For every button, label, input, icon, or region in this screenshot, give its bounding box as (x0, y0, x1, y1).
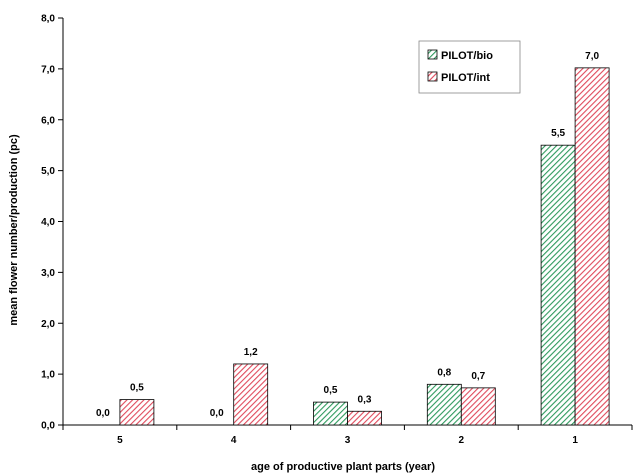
y-tick-label: 0,0 (41, 421, 55, 432)
y-tick-label: 2,0 (41, 319, 55, 330)
y-tick-label: 6,0 (41, 115, 55, 126)
bar-pilot-int (233, 363, 269, 426)
data-label-pilot-bio: 5,5 (551, 128, 565, 139)
x-tick-label: 4 (231, 435, 237, 446)
legend-box (418, 40, 521, 94)
x-axis-title: age of productive plant parts (year) (251, 461, 435, 473)
data-label-pilot-int: 1,2 (244, 347, 258, 358)
bar-pilot-bio (426, 383, 462, 426)
y-axis: 0,0 1,0 2,0 3,0 4,0 5,0 6,0 7,0 8,0 (41, 14, 64, 432)
bar-pilot-int (460, 387, 496, 426)
x-tick-label: 5 (117, 435, 123, 446)
y-tick-label: 3,0 (41, 268, 55, 279)
data-labels: 0,0 0,0 0,5 0,8 5,5 0,5 1,2 0,3 0,7 7,0 (96, 51, 600, 419)
legend-swatch-pilot-int (427, 71, 438, 82)
y-tick-label: 1,0 (41, 370, 55, 381)
x-axis: 5 4 3 2 1 (62, 424, 633, 446)
bars (119, 67, 610, 426)
data-label-pilot-int: 0,5 (130, 383, 144, 394)
legend-swatch-pilot-bio (427, 49, 438, 60)
x-tick-label: 2 (459, 435, 465, 446)
y-tick-label: 8,0 (41, 14, 55, 25)
data-label-pilot-int: 0,7 (471, 371, 485, 382)
x-tick-label: 1 (572, 435, 578, 446)
data-label-pilot-int: 0,3 (358, 394, 372, 405)
y-axis-title: mean flower number/production (pc) (8, 134, 20, 326)
x-tick-label: 3 (345, 435, 351, 446)
legend: PILOT/bio PILOT/int (418, 40, 521, 94)
y-tick-label: 4,0 (41, 217, 55, 228)
y-tick-label: 7,0 (41, 64, 55, 75)
data-label-pilot-bio: 0,5 (324, 385, 338, 396)
legend-label-pilot-int: PILOT/int (441, 72, 490, 84)
bar-pilot-int (574, 67, 610, 426)
data-label-pilot-bio: 0,8 (437, 367, 451, 378)
data-label-pilot-bio: 0,0 (96, 408, 110, 419)
bar-pilot-int (347, 410, 382, 426)
data-label-pilot-bio: 0,0 (210, 408, 224, 419)
y-tick-label: 5,0 (41, 166, 55, 177)
bar-pilot-int (119, 399, 155, 426)
legend-label-pilot-bio: PILOT/bio (441, 50, 493, 62)
data-label-pilot-int: 7,0 (585, 51, 599, 62)
bar-pilot-bio (540, 144, 576, 426)
bar-pilot-bio (313, 401, 348, 426)
